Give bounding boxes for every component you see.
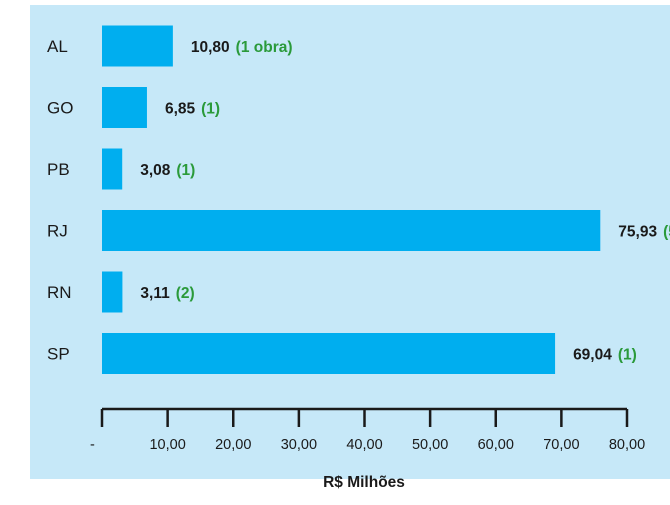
data-label-pb: 3,08 (1) [140, 162, 195, 179]
x-tick-label: 50,00 [412, 437, 448, 453]
category-label-sp: SP [47, 345, 70, 364]
bar-rn [102, 271, 123, 313]
category-label-go: GO [47, 99, 73, 118]
count-label-sp: (1) [618, 347, 637, 364]
bar-pb [102, 148, 123, 190]
x-tick-label: 20,00 [215, 437, 251, 453]
count-label-rn: (2) [176, 285, 195, 302]
value-label-al: 10,80 [191, 39, 230, 56]
bar-group-rn: RN 3,11 (2) [47, 271, 195, 313]
bars-layer: AL 10,80 (1 obra) GO 6,85 (1) PB 3,08 (1) RJ 75,93… [47, 25, 670, 374]
x-tick-label: 70,00 [543, 437, 579, 453]
bar-group-rj: RJ 75,93 (5) [47, 210, 670, 251]
data-label-al: 10,80 (1 obra) [191, 39, 293, 56]
bar-group-al: AL 10,80 (1 obra) [47, 25, 293, 67]
count-label-rj: (5) [663, 224, 670, 241]
value-label-pb: 3,08 [140, 162, 171, 179]
x-tick-label: - [90, 437, 95, 453]
bar-rj [102, 210, 601, 251]
x-tick-label: 10,00 [149, 437, 185, 453]
bar-al [102, 25, 173, 67]
category-label-al: AL [47, 37, 68, 56]
count-label-go: (1) [201, 101, 220, 118]
x-tick-label: 60,00 [478, 437, 514, 453]
bar-group-go: GO 6,85 (1) [47, 87, 220, 128]
x-axis-ticks: - 10,00 20,00 30,00 40,00 50,00 60,00 70,00 80,0… [90, 409, 645, 453]
value-label-rn: 3,11 [140, 285, 170, 302]
data-label-rn: 3,11 (2) [140, 285, 194, 302]
x-tick-label: 80,00 [609, 437, 645, 453]
value-label-go: 6,85 [165, 101, 196, 118]
x-axis-label: R$ Milhões [323, 474, 405, 491]
category-label-rn: RN [47, 283, 72, 302]
category-label-rj: RJ [47, 222, 68, 241]
data-label-go: 6,85 (1) [165, 101, 220, 118]
data-label-rj: 75,93 (5) [618, 224, 670, 241]
x-tick-label: 40,00 [346, 437, 382, 453]
category-label-pb: PB [47, 160, 70, 179]
bar-sp [102, 333, 556, 374]
data-label-sp: 69,04 (1) [573, 347, 637, 364]
count-label-pb: (1) [176, 162, 195, 179]
bar-group-sp: SP 69,04 (1) [47, 333, 637, 374]
count-label-al: (1 obra) [236, 39, 293, 56]
value-label-rj: 75,93 [618, 224, 657, 241]
x-tick-label: 30,00 [281, 437, 317, 453]
value-label-sp: 69,04 [573, 347, 612, 364]
bar-go [102, 87, 147, 128]
bar-group-pb: PB 3,08 (1) [47, 148, 195, 190]
